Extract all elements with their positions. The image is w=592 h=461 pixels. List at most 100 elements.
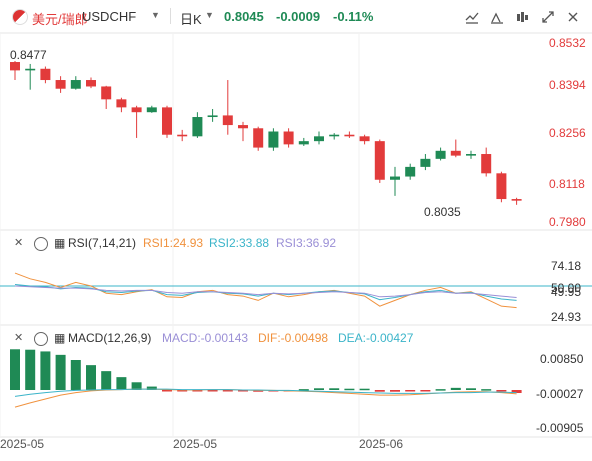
price-change: -0.0009 [276, 9, 321, 24]
period-selector[interactable]: 日K [180, 12, 202, 27]
macd-histogram-bar [466, 388, 476, 390]
candle-body [329, 134, 340, 137]
rsi-checkbox-icon[interactable]: ▦ [54, 236, 66, 250]
pair-name[interactable]: 美元/瑞郎 [32, 12, 88, 27]
rsi-series [0, 272, 592, 309]
macd-value: MACD:-0.00143 [162, 331, 249, 345]
macd-histogram-bar [511, 390, 522, 393]
time-axis-label: 2025-05 [0, 437, 44, 451]
macd-histogram-bar [40, 351, 51, 390]
macd-histogram-bar [101, 371, 112, 390]
macd-histogram-bar [435, 389, 446, 391]
macd-indicator-name: MACD(12,26,9) [68, 331, 152, 345]
chevron-down-icon[interactable]: ▼ [205, 10, 214, 20]
macd-axis-label: -0.00027 [536, 387, 584, 401]
rsi1-value: RSI1:24.93 [143, 236, 204, 250]
candle-body [10, 62, 20, 71]
macd-histogram-bar [329, 388, 340, 390]
close-icon[interactable]: ✕ [14, 237, 24, 249]
candle-body [435, 150, 446, 159]
macd-histogram-bar [10, 349, 20, 390]
macd-axis-label: 0.00850 [540, 352, 584, 366]
candle-body [222, 115, 233, 126]
symbol-selector[interactable]: USDCHF [82, 9, 137, 24]
macd-series [10, 349, 522, 408]
candle-body [405, 166, 416, 177]
candle-body [86, 80, 96, 87]
rsi3-line [14, 285, 517, 299]
candle-body [253, 128, 264, 148]
macd-histogram-bar [374, 390, 385, 392]
rsi-axis-label: 24.93 [551, 310, 581, 324]
macd-histogram-bar [162, 390, 172, 392]
chevron-down-icon[interactable]: ▼ [151, 10, 160, 20]
candle-body [101, 86, 112, 100]
candle-body [146, 107, 157, 113]
macd-histogram-bar [450, 387, 461, 390]
macd-histogram-bar [314, 388, 324, 390]
macd-histogram-bar [344, 388, 355, 391]
grid-lines [0, 32, 592, 438]
macd-histogram-bar [298, 389, 309, 391]
macd-histogram-bar [390, 390, 400, 392]
candle-body [298, 141, 309, 145]
chart-header: 美元/瑞郎 USDCHF ▼ 日K ▼ 0.8045 -0.0009 -0.11… [0, 0, 592, 32]
candle-body [131, 107, 142, 113]
currency-flag-icon [12, 9, 28, 25]
candle-body [466, 154, 476, 156]
candle-body [344, 134, 355, 137]
rsi3-value: RSI3:36.92 [276, 236, 337, 250]
last-price-marker: 0.8035 [424, 205, 461, 219]
macd-histogram-bar [146, 386, 157, 390]
gear-icon[interactable] [34, 332, 48, 346]
candle-body [207, 115, 218, 118]
price-axis-label: 0.8256 [549, 126, 586, 140]
axis-labels: 0.8532 0.8394 0.8256 0.8118 0.7980 0.847… [0, 36, 586, 451]
gear-icon[interactable] [34, 237, 48, 251]
macd-histogram-bar [481, 389, 492, 391]
rsi2-line [14, 284, 517, 301]
time-axis-label: 2025-06 [359, 437, 403, 451]
candle-body [481, 154, 492, 174]
candle-body [70, 80, 81, 89]
close-chart-button[interactable] [563, 7, 583, 27]
time-axis-label: 2025-05 [173, 437, 217, 451]
macd-histogram-bar [55, 354, 66, 390]
macd-histogram-bar [86, 365, 96, 390]
price-axis-label: 0.8394 [549, 78, 586, 92]
price-axis-label: 0.7980 [549, 215, 586, 229]
price-change-percent: -0.11% [333, 9, 374, 24]
macd-histogram-bar [177, 390, 188, 392]
macd-histogram-bar [405, 390, 416, 392]
draw-tool-button[interactable] [462, 7, 482, 27]
indicator-icon [517, 12, 528, 22]
price-axis-label: 0.8118 [549, 177, 585, 191]
candle-body [450, 150, 461, 156]
macd-histogram-bar [222, 390, 233, 392]
candle-body [192, 117, 203, 137]
candle-body [496, 173, 507, 200]
last-price: 0.8045 [224, 9, 264, 24]
close-icon[interactable]: ✕ [14, 332, 24, 344]
rsi-axis-label: 49.95 [551, 285, 581, 299]
macd-histogram-bar [238, 390, 248, 392]
candlestick-series [10, 61, 522, 205]
indicator-button[interactable] [512, 7, 532, 27]
macd-checkbox-icon[interactable]: ▦ [54, 331, 66, 345]
candle-body [25, 68, 36, 71]
rsi-axis-label: 74.18 [551, 259, 581, 273]
candle-body [162, 107, 172, 135]
candle-body [55, 80, 66, 89]
candle-body [511, 199, 522, 201]
candle-body [390, 176, 400, 180]
dea-value: DEA:-0.00427 [338, 331, 414, 345]
macd-histogram-bar [192, 390, 203, 392]
rsi-indicator-name: RSI(7,14,21) [68, 236, 137, 250]
candle-body [268, 131, 279, 148]
macd-axis-label: -0.00905 [536, 421, 584, 435]
candle-body [359, 136, 370, 142]
chart-type-icon [491, 12, 503, 24]
chart-type-button[interactable] [487, 7, 507, 27]
fullscreen-button[interactable] [538, 7, 558, 27]
